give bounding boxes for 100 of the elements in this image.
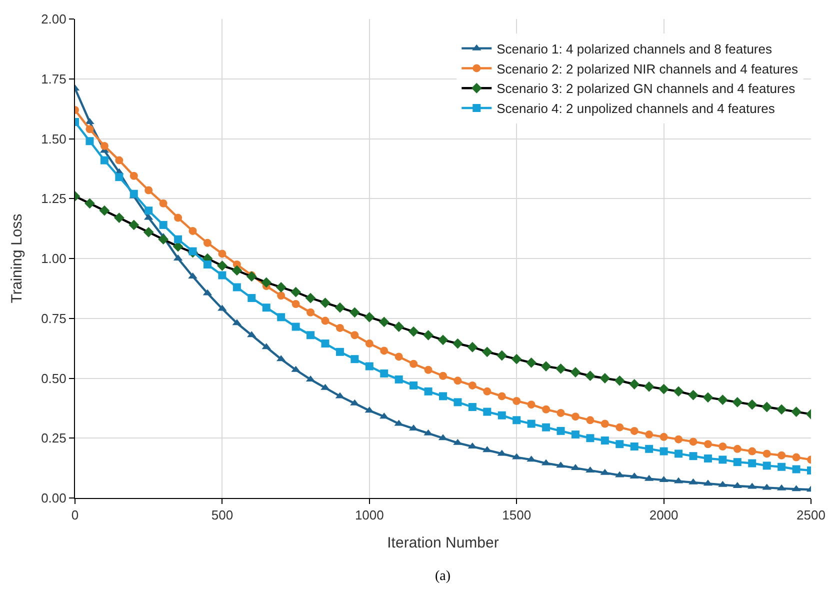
legend-label: Scenario 4: 2 unpolized channels and 4 features <box>496 101 776 116</box>
point <box>174 214 182 222</box>
point <box>277 292 286 300</box>
point <box>159 199 168 208</box>
point <box>645 430 654 439</box>
point <box>629 379 640 390</box>
x-axis-title: Iteration Number <box>387 534 499 552</box>
point <box>277 313 286 322</box>
point <box>571 412 580 421</box>
point <box>540 361 552 372</box>
point <box>438 334 448 346</box>
point <box>468 381 476 390</box>
legend-label: Scenario 2: 2 polarized NIR channels and 4 features <box>496 61 798 76</box>
point <box>320 298 330 308</box>
point <box>86 125 94 134</box>
point <box>746 399 758 410</box>
point <box>188 247 197 256</box>
text: (a) <box>435 569 451 584</box>
point <box>600 420 609 428</box>
point <box>159 220 168 229</box>
point <box>718 456 727 464</box>
point <box>586 416 594 424</box>
point <box>512 397 521 405</box>
point <box>616 423 624 432</box>
point <box>542 405 550 414</box>
point <box>100 156 108 164</box>
point <box>542 423 550 432</box>
point <box>452 338 463 349</box>
point <box>644 381 654 392</box>
point <box>203 238 212 247</box>
point <box>748 459 756 468</box>
y-tick-label: 1.50 <box>41 131 66 146</box>
point <box>144 206 153 215</box>
y-axis-title: Training Loss <box>8 214 26 304</box>
point <box>423 330 434 340</box>
point <box>232 283 241 292</box>
point <box>100 142 108 150</box>
point <box>762 450 771 458</box>
point <box>717 394 728 406</box>
point <box>702 392 714 403</box>
point <box>614 375 625 386</box>
point <box>571 430 580 439</box>
point <box>454 398 462 406</box>
point <box>630 426 638 435</box>
point <box>218 250 226 258</box>
point <box>365 340 374 348</box>
point <box>439 392 447 400</box>
point <box>689 438 698 446</box>
point <box>144 186 153 194</box>
point <box>408 326 419 337</box>
point <box>364 312 375 322</box>
point <box>84 198 95 209</box>
point <box>674 435 683 444</box>
point <box>290 286 301 298</box>
point <box>218 271 226 280</box>
point <box>483 408 492 416</box>
legend-label: Scenario 1: 4 polarized channels and 8 features <box>496 41 772 56</box>
point <box>689 452 698 460</box>
point <box>778 451 786 460</box>
point <box>660 447 668 456</box>
point <box>526 357 537 368</box>
point <box>378 316 390 328</box>
point <box>733 444 742 453</box>
point <box>350 331 359 340</box>
x-tick-label: 0 <box>71 508 79 523</box>
point <box>704 454 712 462</box>
point <box>115 156 124 164</box>
point <box>498 411 506 420</box>
point <box>424 366 432 374</box>
point <box>350 355 359 364</box>
point <box>630 442 638 451</box>
point <box>791 406 802 417</box>
point <box>321 340 330 348</box>
point <box>305 292 316 304</box>
point <box>527 420 536 428</box>
point <box>143 226 154 238</box>
point <box>248 294 256 302</box>
point <box>365 362 374 370</box>
y-tick-label: 1.75 <box>41 71 66 86</box>
point <box>394 322 404 332</box>
point <box>586 434 594 442</box>
y-tick-label: 1.25 <box>41 191 66 206</box>
point <box>261 277 272 288</box>
point <box>467 342 478 352</box>
point <box>232 265 242 276</box>
point <box>658 384 669 394</box>
point <box>732 397 743 408</box>
point <box>174 235 182 244</box>
point <box>556 363 566 374</box>
point <box>424 387 432 396</box>
y-tick-label: 0.75 <box>41 310 66 326</box>
point <box>349 307 360 318</box>
point <box>439 372 447 380</box>
point <box>128 220 140 230</box>
y-tick-label: 0.50 <box>41 370 66 386</box>
point <box>306 331 315 340</box>
point <box>556 426 565 435</box>
point <box>792 465 800 474</box>
point <box>336 324 344 332</box>
point <box>483 387 492 396</box>
